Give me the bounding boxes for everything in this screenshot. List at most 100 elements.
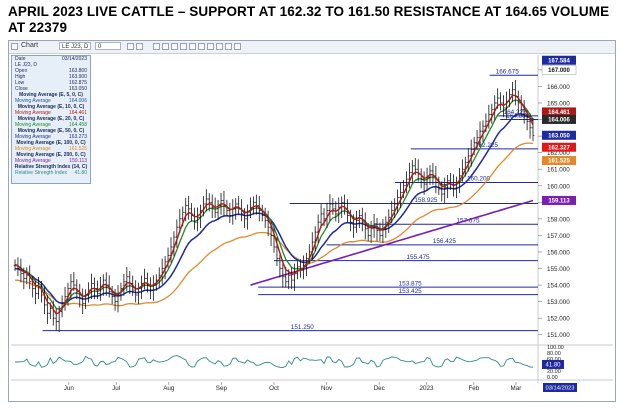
axis-price-tag — [542, 114, 576, 124]
price-bar — [355, 210, 358, 233]
toolbar-button[interactable] — [189, 43, 196, 50]
axis-price-tag — [542, 55, 576, 65]
x-tick-label: Oct — [269, 385, 279, 392]
y-tick-label: 166.000 — [547, 84, 570, 91]
axis-price-tag-label: 167.584 — [548, 58, 570, 64]
data-window-value: 41.80 — [74, 170, 87, 176]
rsi-value-tag — [542, 359, 564, 369]
toolbar-button[interactable] — [153, 43, 160, 50]
x-tick-label: Mar — [511, 385, 522, 392]
axis-price-tag — [542, 107, 576, 117]
data-window-row: Low 162.875 — [12, 80, 90, 86]
price-bar — [187, 195, 191, 220]
data-window-header: Moving Average (E, 10, 0, C) — [17, 104, 85, 110]
data-window: Date 03/14/2023 LE J23, D Open 163.800 High 16… — [11, 55, 91, 184]
price-bar — [410, 160, 414, 184]
x-tick-label: Feb — [468, 385, 479, 392]
data-window-header: Relative Strength Index (14, C) — [14, 164, 88, 170]
ma50-line — [14, 113, 534, 304]
data-window-value: 163.273 — [68, 134, 87, 140]
axis-price-tag — [542, 195, 576, 205]
axis-price-tag — [542, 130, 576, 140]
price-bar — [134, 280, 138, 303]
rsi-tick-label: 20.00 — [547, 369, 561, 375]
data-window-row: LE J23, D — [12, 62, 90, 68]
toolbar-button[interactable] — [216, 43, 223, 50]
data-window-row: Date 03/14/2023 — [12, 56, 90, 62]
data-window-label: Open — [15, 68, 28, 74]
toolbar-button[interactable] — [171, 43, 178, 50]
price-bar — [125, 267, 129, 291]
symbol-field[interactable]: LE J23, D — [59, 42, 91, 50]
data-window-label: Moving Average — [15, 134, 51, 140]
data-window-value: 164.006 — [68, 98, 87, 104]
price-bar — [531, 118, 535, 142]
toolbar-button[interactable] — [162, 43, 169, 50]
price-bar — [110, 285, 114, 305]
data-window-value: 159.113 — [69, 158, 87, 164]
x-tick-label: Jul — [112, 385, 120, 392]
x-tick-label: Sep — [216, 385, 228, 392]
chart-window-label: Chart — [21, 42, 39, 49]
data-window-header: Moving Average (E, 200, 0, C) — [16, 152, 86, 158]
ma10-line — [14, 94, 534, 315]
chart-window[interactable]: Chart LE J23, D 0 151.000 152.000 153.000 1… — [8, 40, 616, 402]
toolbar-button[interactable] — [136, 43, 143, 50]
axis-price-tag — [542, 142, 576, 152]
price-bar — [375, 218, 379, 242]
data-window-value: 03/14/2023 — [61, 56, 87, 62]
price-bar — [487, 104, 491, 129]
data-window-value: 161.525 — [68, 146, 87, 152]
price-bar — [243, 208, 246, 228]
price-bar — [69, 273, 73, 300]
price-bar — [369, 221, 373, 243]
toolbar-button[interactable] — [180, 43, 187, 50]
price-bar — [266, 210, 270, 237]
price-bar — [257, 195, 261, 222]
data-window-label: Moving Average — [15, 158, 51, 164]
price-bar — [502, 95, 505, 118]
level-label: 151.250 — [291, 324, 315, 331]
axis-price-tag-label: 159.113 — [548, 199, 570, 205]
price-bar — [357, 209, 361, 228]
toolbar-button[interactable] — [225, 43, 232, 50]
y-tick-label: 158.000 — [547, 216, 570, 223]
price-bar — [466, 148, 470, 172]
price-bar — [396, 189, 400, 214]
toolbar-button[interactable] — [234, 43, 241, 50]
rsi-tick-label: 80.00 — [547, 351, 561, 357]
chart-icon[interactable] — [11, 43, 18, 50]
price-chart[interactable]: 151.000 152.000 153.000 154.000 155.000 156.0… — [9, 41, 615, 401]
toolbar-button[interactable] — [127, 43, 134, 50]
data-window-row: Relative Strength Index 41.80 — [12, 170, 90, 176]
level-label: 156.425 — [433, 238, 457, 245]
price-bar — [196, 207, 199, 232]
level-label: 155.475 — [407, 254, 431, 261]
y-tick-label: 151.000 — [547, 332, 570, 339]
axis-price-tag-label: 163.050 — [548, 133, 570, 139]
price-bar — [446, 175, 450, 199]
data-window-row: Moving Average 163.273 — [12, 134, 90, 140]
interval-field[interactable]: 0 — [95, 42, 121, 50]
data-window-row: Moving Average (E, 20, 0, C) — [12, 116, 90, 122]
price-bar — [113, 288, 117, 311]
data-window-header: Moving Average (E, 50, 0, C) — [17, 128, 85, 134]
y-tick-label: 160.000 — [547, 183, 570, 190]
price-bar — [316, 214, 320, 243]
y-tick-label: 152.000 — [547, 316, 570, 323]
axis-price-tag — [542, 156, 576, 166]
y-tick-label: 153.000 — [547, 299, 570, 306]
axis-price-tag-label: 164.461 — [548, 110, 570, 116]
price-bar — [60, 295, 64, 318]
price-bar — [499, 92, 503, 111]
toolbar-button[interactable] — [198, 43, 205, 50]
data-window-value: 163.900 — [68, 74, 87, 80]
data-window-row: Moving Average (E, 100, 0, C) — [12, 140, 90, 146]
toolbar-button[interactable] — [207, 43, 214, 50]
price-bar — [443, 177, 447, 204]
data-window-label: Relative Strength Index — [15, 170, 67, 176]
data-window-header: Moving Average (E, 20, 0, C) — [17, 116, 85, 122]
price-bar — [175, 219, 179, 248]
data-window-value: 162.875 — [68, 80, 87, 86]
price-bar — [234, 198, 238, 220]
